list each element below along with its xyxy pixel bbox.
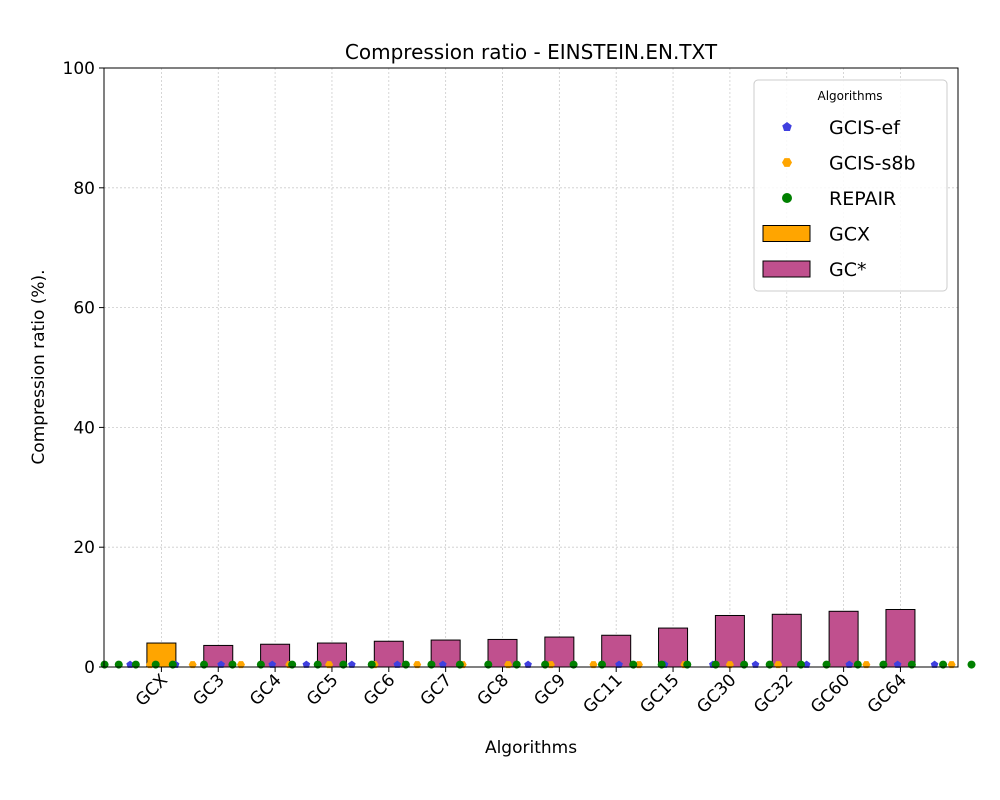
point-gcis-ef: [893, 660, 902, 668]
x-tick-label-gc4: GC4: [246, 670, 285, 709]
x-tick-label-gc3: GC3: [189, 670, 228, 709]
point-gcis-s8b: [236, 661, 245, 669]
y-tick-label: 20: [73, 538, 95, 558]
x-tick-label-gc11: GC11: [580, 670, 627, 717]
point-gcis-ef: [802, 660, 811, 668]
point-gcis-s8b: [325, 661, 334, 669]
legend-label-repair: REPAIR: [829, 188, 896, 210]
y-tick-label: 0: [84, 658, 95, 678]
legend-title: Algorithms: [817, 89, 882, 103]
point-gcis-s8b: [413, 661, 422, 669]
legend-label-gc-: GC*: [829, 259, 867, 281]
y-axis-ticks: 0 20 40 60 80 100: [63, 59, 104, 678]
point-gcis-s8b: [546, 661, 555, 669]
point-gcis-ef: [930, 660, 939, 668]
y-tick-label: 60: [73, 299, 95, 319]
x-tick-label-gc5: GC5: [303, 670, 342, 709]
point-gcis-ef: [439, 660, 447, 668]
legend: Algorithms GCIS-ef GCIS-s8b REPAIR GCX GC*: [753, 79, 948, 292]
point-gcis-s8b: [146, 661, 155, 669]
point-gcis-ef: [524, 660, 532, 668]
x-tick-label-gc32: GC32: [750, 670, 797, 717]
point-gcis-ef: [751, 660, 760, 668]
chart-title: Compression ratio - EINSTEIN.EN.TXT: [345, 40, 718, 64]
point-gcis-ef: [348, 660, 356, 668]
x-tick-label-gc7: GC7: [417, 670, 456, 709]
y-tick-label: 80: [73, 179, 95, 199]
x-tick-label-gc9: GC9: [530, 670, 569, 709]
y-tick-label: 40: [73, 418, 95, 438]
legend-label-gcis-ef: GCIS-ef: [829, 117, 901, 139]
x-axis-label: Algorithms: [485, 738, 577, 758]
x-tick-label-gc60: GC60: [807, 670, 854, 717]
bar-gc15: [658, 627, 689, 668]
point-gcis-ef: [268, 660, 277, 668]
point-gcis-ef: [302, 660, 311, 668]
bar-gc30: [714, 614, 745, 668]
x-tick-label-gc30: GC30: [693, 670, 740, 717]
legend-swatch-gc-: [762, 260, 811, 278]
x-tick-label-gc8: GC8: [474, 670, 513, 709]
point-gcis-ef: [217, 660, 225, 668]
point-gcis-s8b: [188, 661, 197, 669]
x-tick-label-gc15: GC15: [636, 670, 683, 717]
bar-gc32: [771, 613, 802, 668]
legend-entries: GCIS-ef GCIS-s8b REPAIR GCX GC*: [762, 117, 916, 281]
bars: [146, 608, 916, 668]
x-tick-label-gcx: GCX: [132, 670, 172, 710]
y-tick-label: 100: [63, 59, 95, 79]
point-gcis-s8b: [947, 661, 956, 669]
point-repair: [967, 660, 976, 669]
legend-marker-gcis-s8b: [782, 158, 792, 167]
point-gcis-s8b: [862, 661, 871, 669]
point-gcis-ef: [615, 660, 623, 668]
bar-gc7: [430, 639, 461, 668]
point-gcis-ef: [845, 660, 854, 668]
x-tick-label-gc64: GC64: [864, 670, 911, 717]
x-axis-ticks: GCX GC3 GC4 GC5 GC6 GC7 GC8 GC9 GC11 GC15 GC30 GC32…: [132, 667, 911, 718]
point-gcis-ef: [393, 660, 402, 668]
plot-frame: [103, 67, 959, 668]
point-gcis-s8b: [634, 661, 643, 669]
bar-gc60: [828, 610, 859, 668]
bar-gc11: [601, 634, 632, 668]
point-gcis-ef: [126, 660, 134, 668]
legend-swatch-gcx: [762, 225, 811, 242]
point-gcis-s8b: [589, 661, 598, 669]
x-tick-label-gc6: GC6: [360, 670, 399, 709]
bar-gc64: [885, 608, 916, 668]
legend-label-gcx: GCX: [829, 224, 870, 246]
bar-gc8: [487, 638, 518, 668]
point-gcis-s8b: [725, 661, 734, 669]
y-axis-label: Compression ratio (%).: [29, 269, 49, 464]
legend-marker-repair: [782, 193, 792, 203]
point-gcis-s8b: [504, 661, 513, 669]
legend-marker-gcis-ef: [782, 122, 792, 132]
point-gcis-s8b: [774, 661, 783, 669]
legend-label-gcis-s8b: GCIS-s8b: [829, 153, 916, 175]
